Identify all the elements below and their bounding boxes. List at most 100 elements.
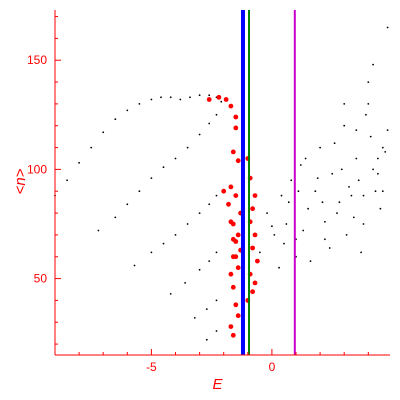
- data-point: [355, 157, 358, 160]
- data-point: [97, 229, 100, 232]
- data-point: [266, 212, 268, 215]
- data-point: [386, 129, 389, 132]
- data-point: [283, 242, 285, 245]
- data-point: [290, 179, 293, 182]
- x-axis-title: E: [212, 376, 223, 393]
- data-point: [215, 194, 218, 197]
- x-tick-label: 0: [269, 360, 276, 374]
- data-point: [250, 206, 256, 212]
- data-point: [362, 223, 365, 225]
- data-point: [345, 234, 348, 236]
- data-point: [377, 172, 379, 175]
- data-point: [252, 193, 258, 199]
- data-point: [372, 168, 374, 171]
- data-point: [160, 96, 162, 99]
- data-point: [255, 258, 260, 264]
- data-point: [150, 177, 153, 180]
- data-point: [369, 135, 372, 138]
- data-point: [362, 194, 365, 197]
- data-point: [205, 338, 208, 341]
- data-point: [162, 166, 165, 169]
- data-point: [198, 133, 201, 136]
- data-point: [333, 142, 336, 145]
- data-point: [273, 234, 276, 236]
- data-point: [381, 146, 384, 149]
- data-point: [285, 223, 288, 225]
- data-point: [352, 216, 355, 219]
- data-point: [126, 203, 129, 206]
- data-point: [126, 109, 129, 112]
- data-point: [235, 265, 241, 271]
- ticks-layer: -5 0 50 100 150: [27, 16, 369, 374]
- data-point: [179, 98, 182, 101]
- data-point: [357, 179, 360, 182]
- data-point: [150, 251, 153, 254]
- data-point: [324, 220, 326, 223]
- data-point: [314, 190, 317, 193]
- data-point: [150, 98, 153, 101]
- vertical-lines-layer: [240, 10, 296, 355]
- data-point: [328, 247, 331, 249]
- data-point: [319, 146, 321, 149]
- data-point: [206, 97, 212, 102]
- data-point: [174, 234, 177, 236]
- data-point: [336, 212, 338, 215]
- data-point: [220, 100, 223, 103]
- data-point: [287, 201, 290, 204]
- data-point: [169, 96, 172, 99]
- data-point: [189, 96, 191, 99]
- data-point: [235, 158, 241, 164]
- data-point: [215, 113, 218, 116]
- data-point: [205, 308, 208, 310]
- data-point: [228, 103, 234, 109]
- data-point: [302, 229, 305, 232]
- data-point: [309, 260, 312, 262]
- data-point: [215, 251, 218, 254]
- axes-layer: [54, 10, 390, 356]
- data-point: [228, 184, 234, 190]
- data-point: [348, 186, 350, 188]
- data-point: [174, 157, 177, 160]
- y-axis-title: <n>: [12, 168, 29, 194]
- data-point: [350, 194, 353, 197]
- data-point: [208, 122, 211, 125]
- y-tick-label: 50: [34, 272, 48, 286]
- data-point: [216, 94, 222, 100]
- data-point: [280, 194, 283, 197]
- data-point: [321, 201, 324, 204]
- data-point: [233, 254, 239, 260]
- data-point: [138, 190, 141, 193]
- y-tick-label: 150: [27, 53, 47, 67]
- data-point: [230, 236, 236, 242]
- data-point: [233, 193, 239, 199]
- data-point: [198, 94, 201, 97]
- data-point: [169, 293, 172, 295]
- data-point: [379, 207, 382, 210]
- data-point: [102, 131, 105, 134]
- data-point: [235, 313, 241, 319]
- data-point: [78, 161, 80, 164]
- data-point: [367, 81, 370, 83]
- data-point: [235, 232, 241, 238]
- data-point: [331, 172, 334, 175]
- data-point: [304, 157, 307, 160]
- data-point: [343, 103, 346, 105]
- data-point: [228, 219, 234, 225]
- data-point: [250, 245, 256, 251]
- data-point: [367, 103, 370, 105]
- data-point: [259, 251, 261, 254]
- data-point: [271, 225, 273, 228]
- data-point: [233, 125, 239, 131]
- points-layer: [54, 26, 389, 341]
- data-point: [250, 289, 256, 295]
- data-point: [230, 332, 236, 338]
- data-point: [307, 207, 309, 210]
- data-point: [360, 251, 362, 254]
- data-point: [193, 317, 196, 319]
- data-point: [198, 212, 201, 215]
- data-point: [252, 280, 258, 286]
- data-point: [316, 177, 319, 180]
- data-point: [66, 179, 68, 182]
- data-point: [381, 190, 384, 193]
